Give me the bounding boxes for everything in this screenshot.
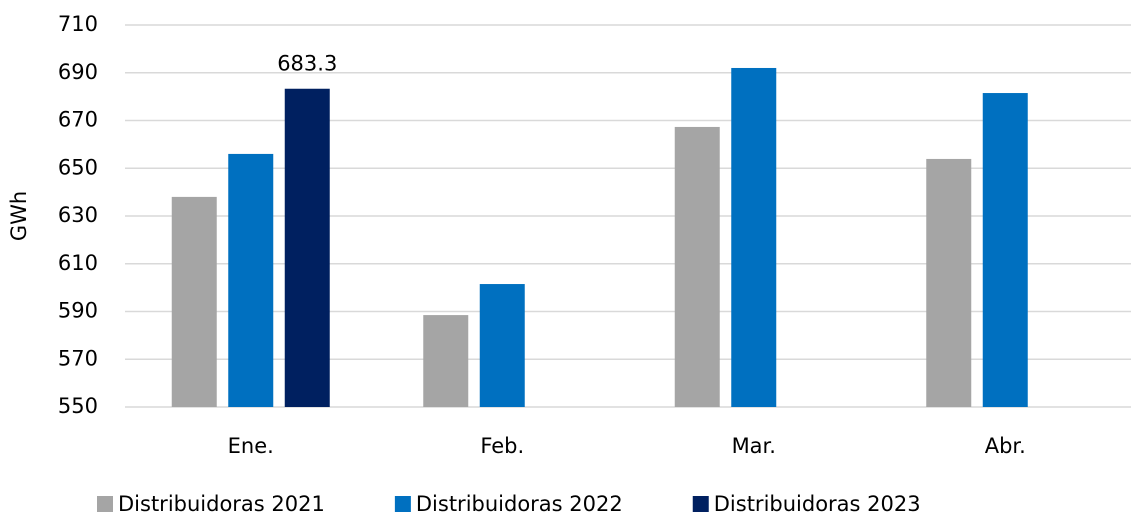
y-tick-label: 670	[58, 108, 98, 132]
bar	[284, 88, 330, 407]
y-tick-label: 690	[58, 60, 98, 84]
legend-swatch	[97, 496, 113, 512]
y-tick-label: 650	[58, 155, 98, 179]
legend-label: Distribuidoras 2021	[118, 492, 325, 516]
x-tick-label: Ene.	[228, 434, 274, 458]
y-tick-label: 610	[58, 251, 98, 275]
y-axis-label: GWh	[7, 191, 31, 241]
bar	[171, 196, 217, 407]
y-tick-label: 710	[58, 12, 98, 36]
y-tick-label: 570	[58, 346, 98, 370]
legend-label: Distribuidoras 2023	[714, 492, 921, 516]
x-tick-label: Feb.	[480, 434, 524, 458]
x-tick-label: Mar.	[732, 434, 776, 458]
y-tick-label: 550	[58, 394, 98, 418]
y-tick-label: 630	[58, 203, 98, 227]
x-tick-label: Abr.	[985, 434, 1026, 458]
legend-label: Distribuidoras 2022	[416, 492, 623, 516]
bar	[926, 158, 972, 407]
bar	[423, 315, 469, 407]
legend-swatch	[394, 496, 411, 512]
bar	[479, 284, 525, 407]
bar	[982, 93, 1028, 407]
bar	[731, 67, 777, 407]
bar	[228, 153, 274, 407]
data-label: 683.3	[277, 52, 337, 76]
y-tick-label: 590	[58, 299, 98, 323]
legend-swatch	[692, 496, 709, 512]
bar	[674, 126, 720, 407]
